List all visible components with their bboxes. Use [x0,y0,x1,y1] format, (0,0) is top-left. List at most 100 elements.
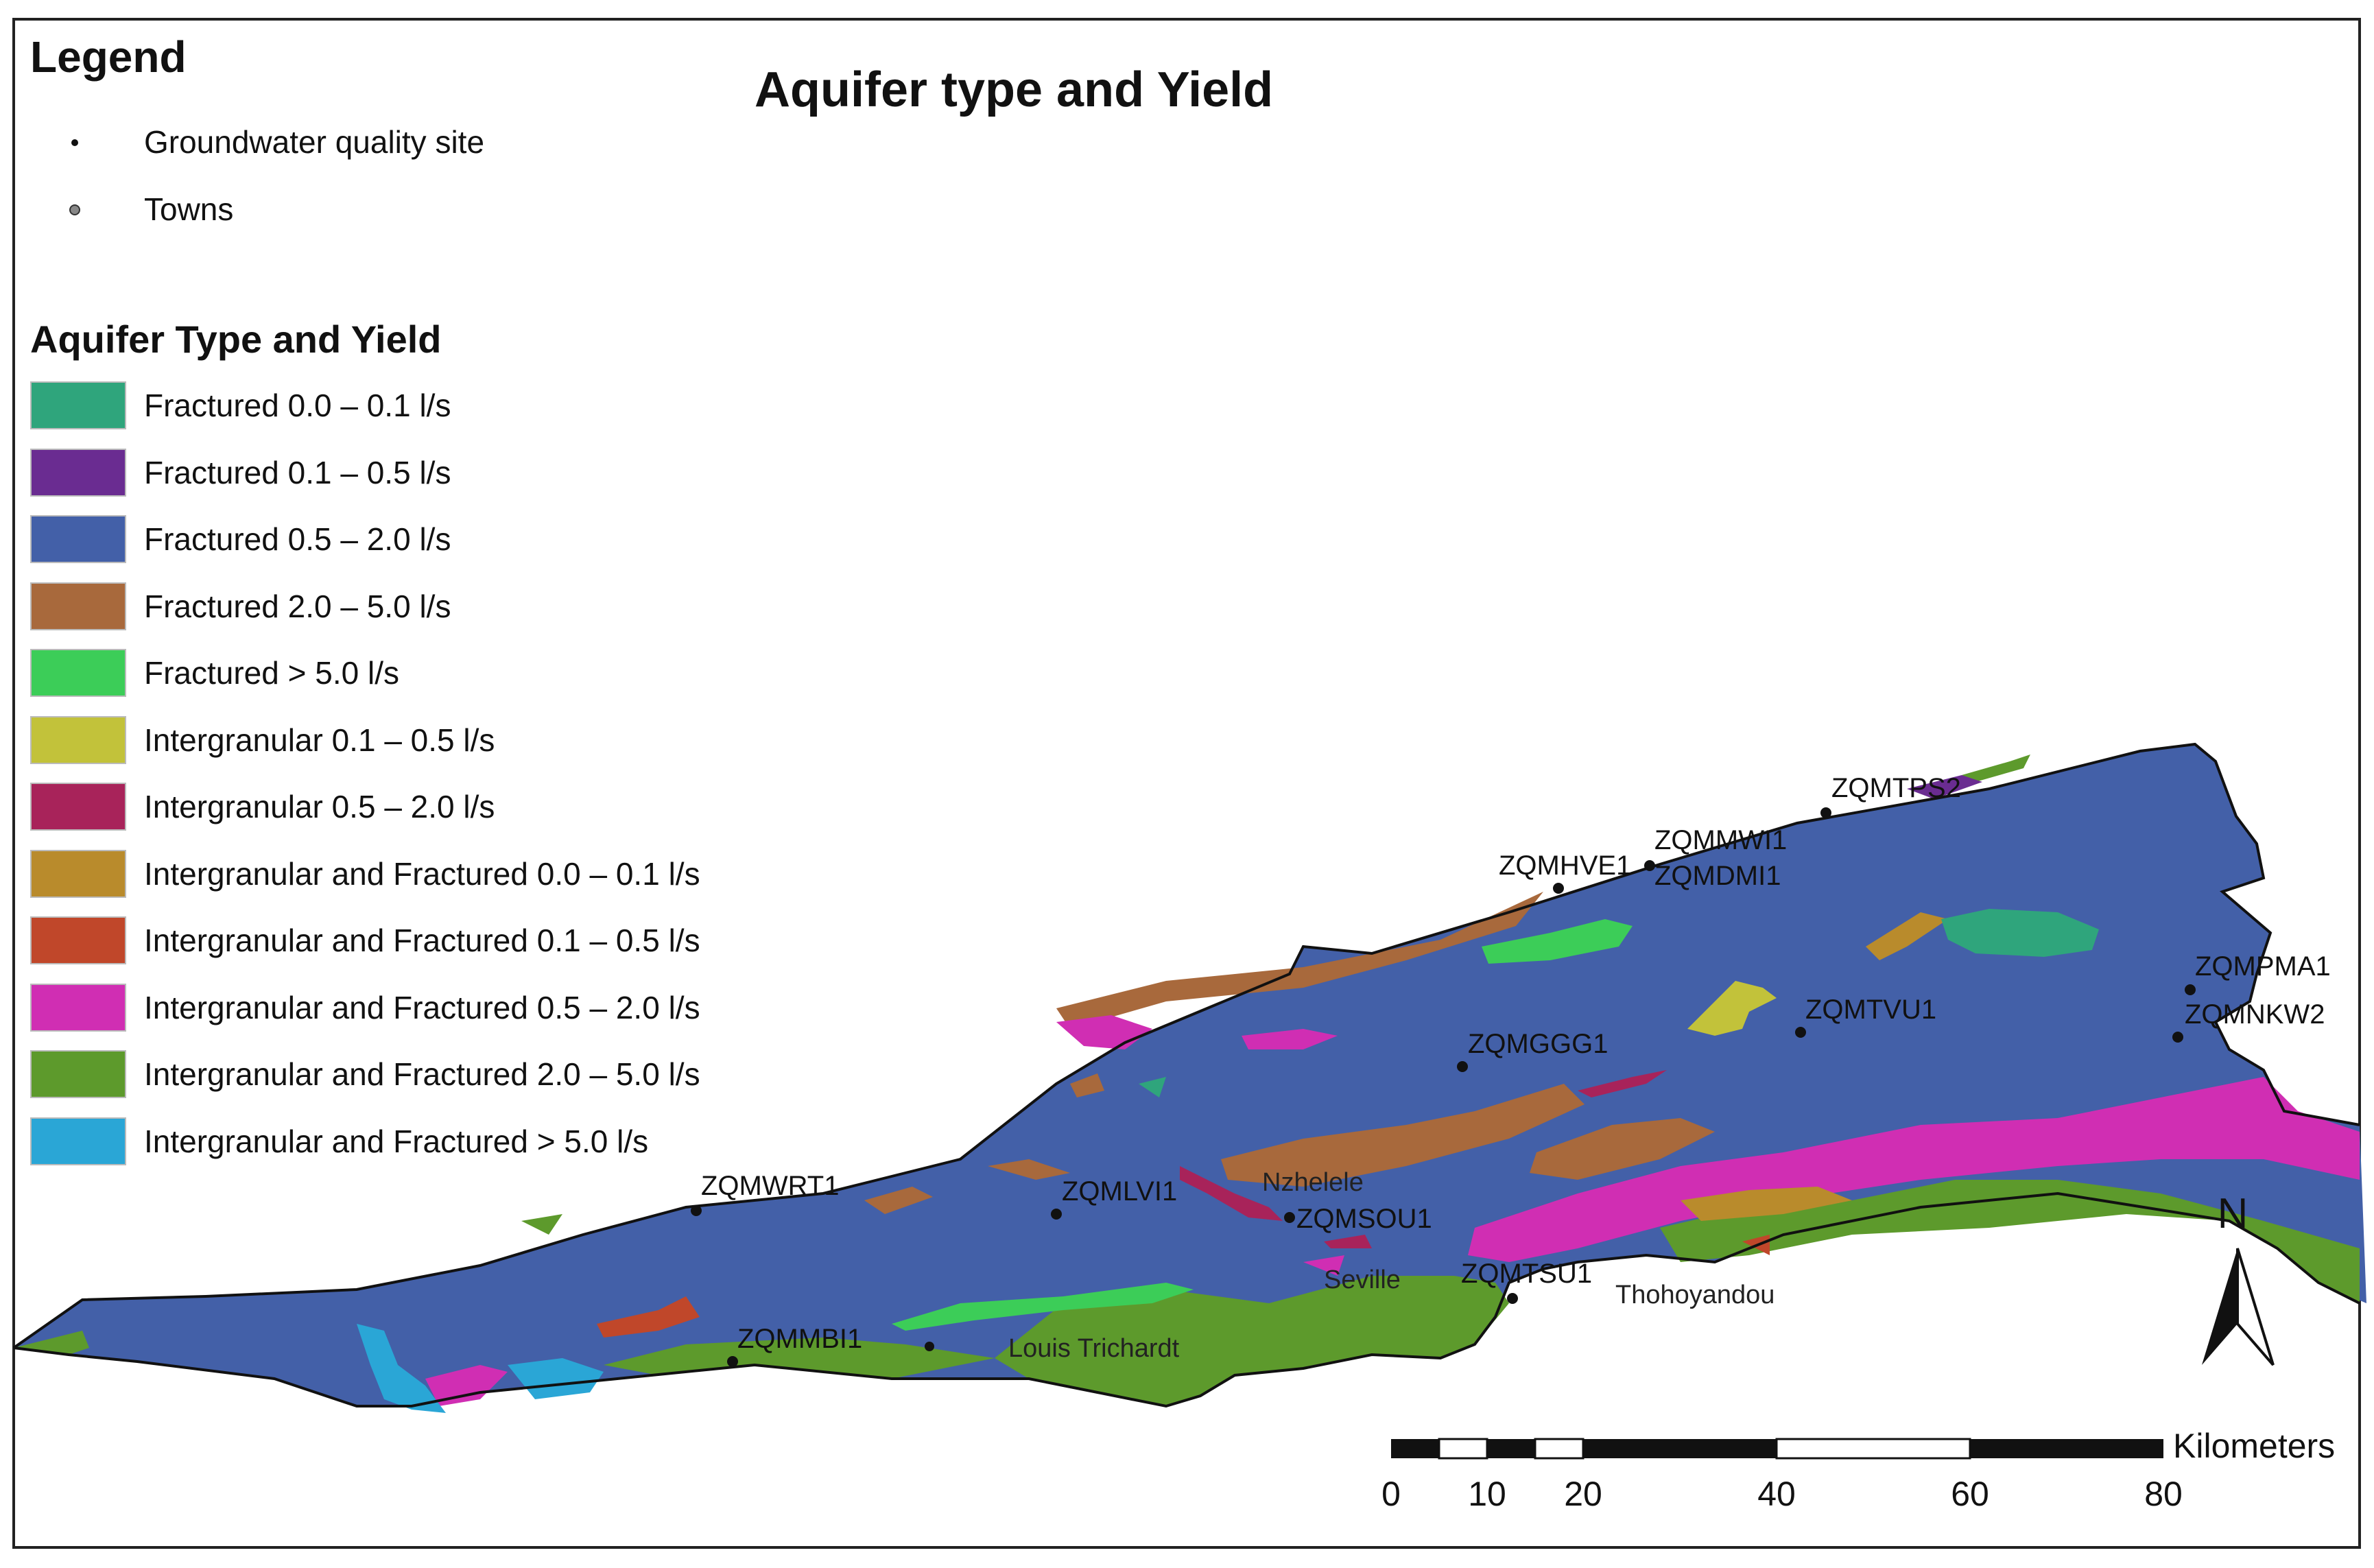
legend-label: Fractured 0.5 – 2.0 l/s [144,521,451,557]
scale-tick-label: 80 [2144,1475,2183,1513]
site-ZQMGGG1[interactable]: ZQMGGG1 [1457,1029,1608,1072]
scale-unit-label: Kilometers [2173,1427,2335,1465]
legend-label: Fractured 2.0 – 5.0 l/s [144,588,451,624]
aquifer-patch [892,1283,1194,1331]
site-ZQMTVU1[interactable]: ZQMTVU1 [1795,995,1936,1038]
legend-label: Intergranular 0.1 – 0.5 l/s [144,722,495,758]
legend-item-label: Towns [144,191,234,227]
aquifer-patch [1962,755,2030,782]
site-label: ZQMTSU1 [1461,1259,1592,1289]
site-ZQMMWI1[interactable]: ZQMMWI1 [1644,825,1787,871]
legend-swatch [30,715,126,764]
town-louis-trichardt[interactable]: Louis Trichardt [925,1334,1180,1363]
site-label: ZQMMBI1 [737,1324,862,1354]
legend-label: Intergranular and Fractured 2.0 – 5.0 l/… [144,1056,700,1092]
legend-row-aquifer-class: Fractured > 5.0 l/s [30,649,399,697]
aquifer-patch [1056,892,1543,1029]
site-label: ZQMTVU1 [1805,995,1936,1025]
aquifer-patch [521,1214,562,1235]
legend-label: Intergranular and Fractured > 5.0 l/s [144,1123,649,1159]
scale-tick-label: 60 [1951,1475,1989,1513]
legend-label: Intergranular and Fractured 0.1 – 0.5 l/… [144,923,700,958]
site-ZQMPMA1[interactable]: ZQMPMA1 [2185,951,2331,995]
legend-label: Fractured 0.1 – 0.5 l/s [144,454,451,490]
site-label: ZQMMWI1 [1654,825,1787,855]
legend-swatch [30,1117,126,1165]
legend-label: Fractured > 5.0 l/s [144,655,399,691]
site-ZQMHVE1[interactable]: ZQMHVE1 [1499,851,1631,894]
legend-swatch [30,649,126,697]
legend-swatch [30,515,126,563]
legend-label: Fractured 0.0 – 0.1 l/s [144,388,451,423]
legend-row-aquifer-class: Intergranular and Fractured > 5.0 l/s [30,1117,648,1165]
map-frame [12,18,2361,1549]
grey-dot-icon [30,195,126,223]
aquifer-patch [1530,1118,1715,1180]
aquifer-patch [1242,1029,1338,1049]
legend-row-aquifer-class: Intergranular and Fractured 0.0 – 0.1 l/… [30,849,700,898]
site-ZQMLVI1[interactable]: ZQMLVI1 [1051,1176,1177,1220]
site-ZQMTSU1[interactable]: ZQMTSU1 [1461,1259,1592,1304]
site-ZQMTPS2[interactable]: ZQMTPS2 [1820,773,1961,818]
legend-swatch [30,448,126,497]
aquifer-patch [1324,1235,1372,1248]
aquifer-patch [1482,919,1633,964]
legend-item-groundwater-site: Groundwater quality site [30,123,484,161]
legend-swatch [30,582,126,630]
site-label: ZQMWRT1 [701,1171,839,1201]
aquifer-patch [1221,1084,1584,1187]
north-label: N [2218,1190,2248,1237]
aquifer-patch [1070,1073,1104,1097]
scale-bar: 0 10 20 40 60 80 Kilometers [1381,1427,2335,1513]
legend-swatch [30,916,126,964]
aquifer-patch [1468,1077,2360,1262]
site-ZQMNKW2[interactable]: ZQMNKW2 [2172,999,2325,1043]
site-label: ZQMGGG1 [1468,1029,1608,1059]
aquifer-patch [1660,1180,2360,1303]
aquifer-patch [357,1324,446,1413]
legend-row-aquifer-class: Intergranular 0.1 – 0.5 l/s [30,715,495,764]
study-area-polygon [14,744,2366,1406]
site-label: ZQMDMI1 [1654,861,1781,891]
site-label: ZQMTPS2 [1831,773,1961,803]
study-area-outline [12,742,2360,1408]
scale-tick-label: 10 [1468,1475,1506,1513]
site-ZQMMBI1[interactable]: ZQMMBI1 [727,1324,862,1367]
aquifer-patch [864,1187,933,1214]
legend-swatch [30,1050,126,1098]
scale-tick-label: 20 [1564,1475,1602,1513]
map-title: Aquifer type and Yield [755,62,1274,117]
legend-row-aquifer-class: Fractured 0.0 – 0.1 l/s [30,381,451,429]
legend-row-aquifer-class: Intergranular and Fractured 0.5 – 2.0 l/… [30,983,700,1032]
legend-item-label: Groundwater quality site [144,124,485,160]
aquifer-patch [425,1365,508,1406]
legend-label: Intergranular 0.5 – 2.0 l/s [144,789,495,824]
aquifer-patch [1907,775,1982,799]
legend-label: Intergranular and Fractured 0.5 – 2.0 l/… [144,989,700,1025]
site-ZQMSOU1[interactable]: ZQMSOU1 [1284,1204,1432,1234]
small-black-dot-icon [30,128,126,156]
aquifer-patch [1866,912,1948,960]
aquifer-patch [597,1296,700,1338]
aquifer-patch [988,1159,1070,1180]
town-label-nzhelele: Nzhelele [1262,1168,1364,1197]
aquifer-patch [1941,909,2099,957]
site-label: ZQMNKW2 [2185,999,2325,1030]
legend-swatch [30,381,126,429]
aquifer-patch [1303,1255,1344,1276]
site-label: ZQMPMA1 [2195,951,2331,982]
town-label-thohoyandou: Thohoyandou [1615,1281,1774,1309]
aquifer-patch [604,1338,995,1379]
aquifer-patch [1578,1070,1667,1097]
site-label: ZQMLVI1 [1062,1176,1177,1207]
site-ZQMDMI1[interactable]: ZQMDMI1 [1654,861,1781,891]
aquifer-patch [1139,1077,1166,1097]
legend-row-aquifer-class: Intergranular and Fractured 2.0 – 5.0 l/… [30,1050,700,1098]
aquifer-patch [1681,1187,1852,1221]
aquifer-legend-heading: Aquifer Type and Yield [30,318,442,361]
legend-swatch [30,783,126,831]
legend-swatch [30,983,126,1032]
site-ZQMWRT1[interactable]: ZQMWRT1 [691,1171,839,1216]
site-label: ZQMHVE1 [1499,851,1631,881]
legend-label: Intergranular and Fractured 0.0 – 0.1 l/… [144,855,700,892]
